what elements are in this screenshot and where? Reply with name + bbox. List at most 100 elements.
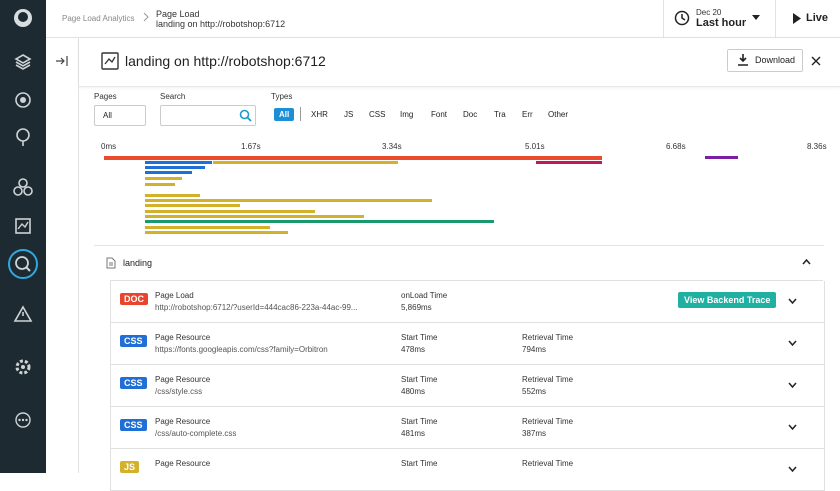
type-filter[interactable]: Doc <box>463 110 478 119</box>
field-value: 481ms <box>401 429 426 438</box>
download-icon <box>738 54 748 66</box>
waterfall-bar <box>705 156 738 159</box>
row-url: https://fonts.googleapis.com/css?family=… <box>155 345 328 354</box>
waterfall-bar <box>145 199 432 202</box>
field-label: Retrieval Time <box>522 417 574 426</box>
field-label: Start Time <box>401 333 438 342</box>
pages-label: Pages <box>94 92 117 101</box>
nav-icon[interactable] <box>13 304 33 324</box>
resource-row[interactable]: JS Page Resource Start Time Retrieval Time <box>110 449 825 491</box>
sidebar <box>0 0 46 473</box>
field-label: onLoad Time <box>401 291 448 300</box>
waterfall-bar <box>145 166 205 169</box>
waterfall-bar <box>536 161 602 164</box>
expand-chevron[interactable] <box>788 466 797 472</box>
breadcrumb-root[interactable]: Page Load Analytics <box>62 14 135 23</box>
resource-row[interactable]: CSS Page Resource/css/style.css Start Time… <box>110 365 825 407</box>
panel-header: landing on http://robotshop:6712 Downloa… <box>79 38 840 87</box>
divider <box>775 0 776 37</box>
expand-chevron[interactable] <box>788 340 797 346</box>
field-value: 552ms <box>522 387 547 396</box>
waterfall-bar <box>145 231 288 234</box>
pages-value: All <box>103 111 112 120</box>
resource-row[interactable]: CSS Page Resource/css/auto-complete.css St… <box>110 407 825 449</box>
field-label: Start Time <box>401 375 438 384</box>
time-date[interactable]: Dec 20 <box>696 8 722 17</box>
breadcrumb-section: Page Load <box>156 9 200 19</box>
type-badge: JS <box>120 461 140 473</box>
nav-icon[interactable] <box>13 52 33 72</box>
pages-select[interactable]: All <box>94 105 146 126</box>
field-value: 480ms <box>401 387 426 396</box>
field-value: 5,869ms <box>401 303 432 312</box>
resource-row[interactable]: CSS Page Resource https://fonts.googleapis… <box>110 323 825 365</box>
waterfall-bar <box>213 161 398 164</box>
collapse-chevron[interactable] <box>802 259 811 265</box>
live-button[interactable]: Live <box>806 12 829 24</box>
field-label: Retrieval Time <box>522 333 574 342</box>
expand-chevron[interactable] <box>788 298 797 304</box>
nav-icon[interactable] <box>13 216 33 236</box>
doc-icon <box>106 257 116 269</box>
field-value: 387ms <box>522 429 547 438</box>
divider <box>94 245 824 246</box>
dropdown-caret[interactable] <box>752 15 760 21</box>
section-title: landing <box>123 258 153 268</box>
divider <box>110 280 823 281</box>
play-icon[interactable] <box>792 13 802 24</box>
type-filter[interactable]: Err <box>522 110 533 119</box>
field-label: Start Time <box>401 417 438 426</box>
divider <box>300 107 301 121</box>
row-title: Page Load <box>155 291 194 300</box>
expand-chevron[interactable] <box>788 382 797 388</box>
nav-icon[interactable] <box>13 410 33 430</box>
waterfall-bar <box>145 215 364 218</box>
waterfall-bar <box>145 171 192 174</box>
expand-chevron[interactable] <box>788 424 797 430</box>
collapse-icon[interactable] <box>55 55 69 67</box>
types-label: Types <box>271 92 293 101</box>
nav-icon-active[interactable] <box>7 248 39 280</box>
row-title: Page Resource <box>155 375 211 384</box>
waterfall-bar <box>145 161 212 164</box>
type-badge: CSS <box>120 335 147 347</box>
field-value: 478ms <box>401 345 426 354</box>
waterfall-bar <box>145 194 200 197</box>
type-filter[interactable]: JS <box>344 110 354 119</box>
type-badge: CSS <box>120 419 147 431</box>
header-icon <box>101 52 119 70</box>
waterfall-bar <box>145 183 175 186</box>
logo[interactable] <box>13 8 33 28</box>
search-icon[interactable] <box>239 109 252 122</box>
row-title: Page Resource <box>155 417 211 426</box>
nav-icon[interactable] <box>13 177 33 197</box>
waterfall-bar <box>145 210 315 213</box>
download-button[interactable]: Download <box>727 49 803 72</box>
nav-icon[interactable] <box>13 127 33 147</box>
type-filter[interactable]: Font <box>431 110 448 119</box>
close-button[interactable] <box>811 56 821 66</box>
resource-row[interactable]: DOC Page Load http://robotshop:6712/?userI… <box>110 281 825 323</box>
nav-icon[interactable] <box>13 90 33 110</box>
type-filter[interactable]: All <box>274 108 295 121</box>
nav-icon[interactable] <box>13 357 33 377</box>
type-filter[interactable]: Img <box>400 110 414 119</box>
type-filter[interactable]: Other <box>548 110 569 119</box>
row-url: /css/auto-complete.css <box>155 429 237 438</box>
collapse-panel <box>46 38 79 473</box>
type-filter[interactable]: XHR <box>311 110 328 119</box>
clock-icon[interactable] <box>674 10 690 26</box>
view-trace-button[interactable]: View Backend Trace <box>678 292 777 308</box>
waterfall-bar <box>145 220 494 223</box>
search-label: Search <box>160 92 186 101</box>
timeline-tick: 8.36s <box>807 142 827 151</box>
time-range[interactable]: Last hour <box>696 17 747 29</box>
type-filter[interactable]: Tra <box>494 110 506 119</box>
search-input[interactable] <box>160 105 256 126</box>
header-title: landing on http://robotshop:6712 <box>125 53 326 69</box>
type-badge: DOC <box>120 293 148 305</box>
type-filter[interactable]: CSS <box>369 110 386 119</box>
waterfall-bar <box>145 226 270 229</box>
